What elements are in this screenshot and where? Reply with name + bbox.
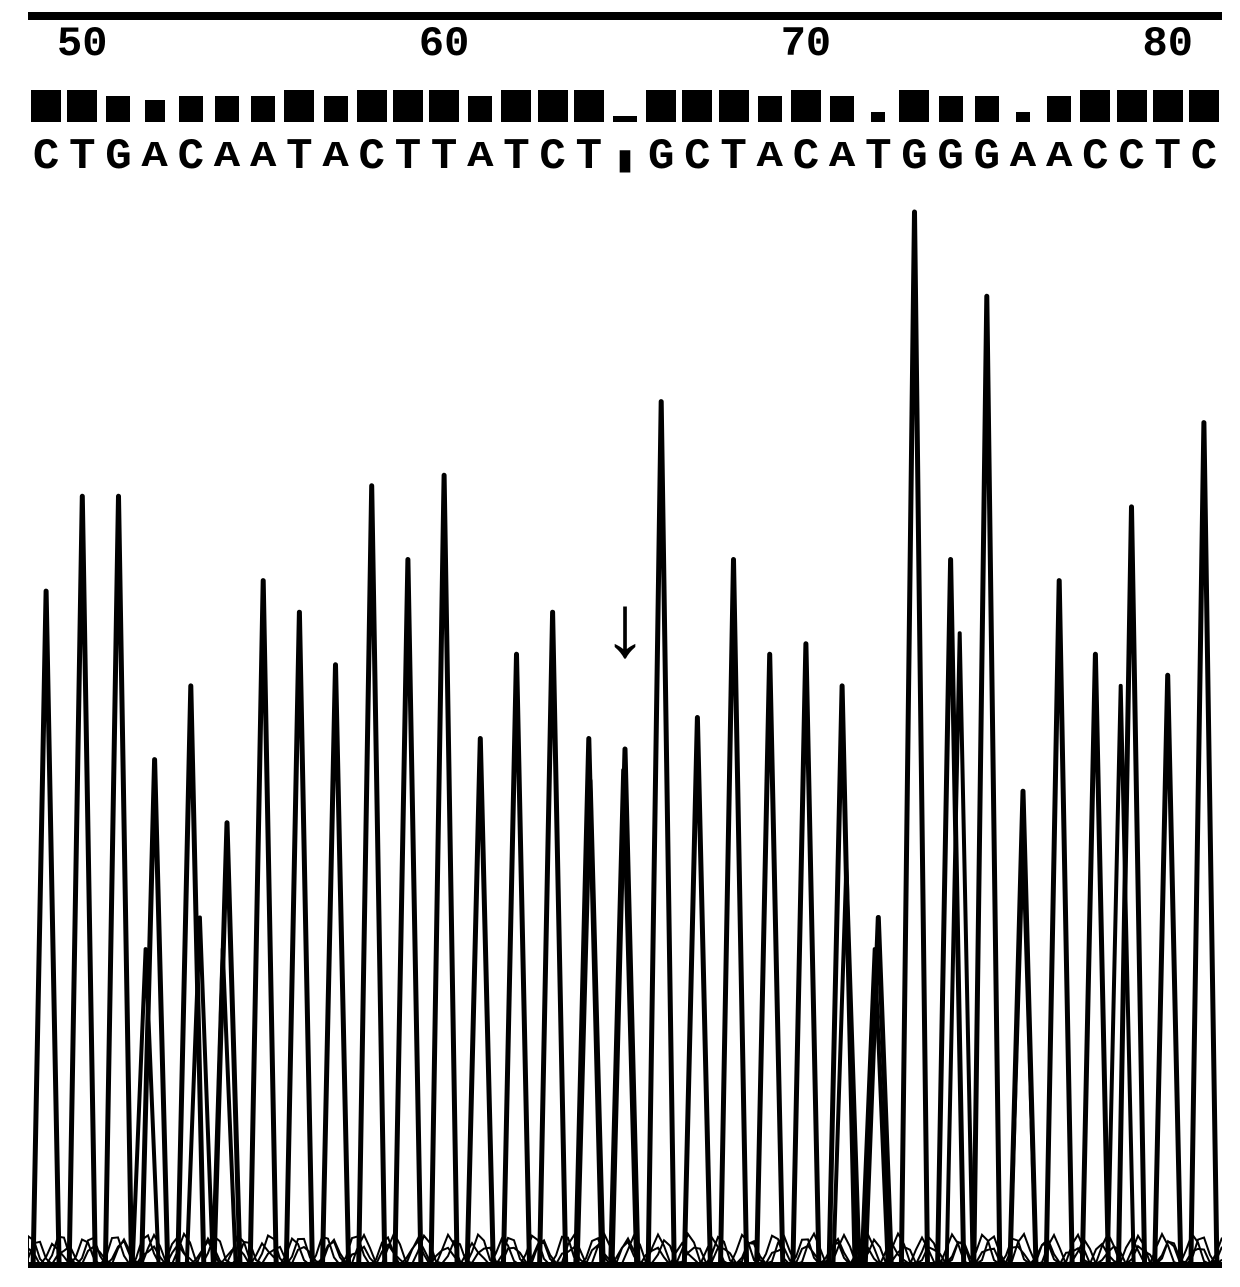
base-call: A xyxy=(829,137,855,178)
base-call: T xyxy=(503,132,529,182)
base-call: G xyxy=(937,132,963,182)
quality-bar xyxy=(1047,96,1071,122)
base-call: T xyxy=(576,132,602,182)
base-call: A xyxy=(141,137,167,178)
quality-bar xyxy=(1016,112,1030,122)
base-call: A xyxy=(1046,137,1072,178)
secondary-trace xyxy=(28,633,1222,1265)
quality-bar xyxy=(758,96,782,122)
base-call: C xyxy=(539,132,565,182)
position-tick: 60 xyxy=(419,20,469,68)
base-call: T xyxy=(286,132,312,182)
quality-bar xyxy=(429,90,459,122)
trace-plot xyxy=(28,200,1222,1269)
base-call: T xyxy=(395,132,421,182)
base-call: A xyxy=(322,137,348,178)
quality-bar xyxy=(975,96,999,122)
quality-bar xyxy=(179,96,203,122)
base-call: C xyxy=(793,132,819,182)
quality-bar xyxy=(145,100,165,122)
quality-bar xyxy=(939,96,963,122)
base-call: G xyxy=(105,132,131,182)
position-tick: 50 xyxy=(57,20,107,68)
base-call: ▮ xyxy=(614,136,637,183)
trace-svg xyxy=(28,200,1222,1269)
quality-bar-row xyxy=(28,82,1222,122)
quality-bar xyxy=(1117,90,1147,122)
quality-bar xyxy=(357,90,387,122)
base-call: G xyxy=(648,132,674,182)
quality-bar xyxy=(899,90,929,122)
base-call: C xyxy=(1082,132,1108,182)
quality-bar xyxy=(791,90,821,122)
quality-bar xyxy=(830,96,854,122)
base-call: G xyxy=(901,132,927,182)
quality-bar xyxy=(871,112,885,122)
quality-bar xyxy=(501,90,531,122)
quality-bar xyxy=(468,96,492,122)
quality-bar xyxy=(613,116,637,122)
quality-bar xyxy=(574,90,604,122)
base-call: T xyxy=(720,132,746,182)
base-call: A xyxy=(250,137,276,178)
base-call: G xyxy=(974,132,1000,182)
quality-bar xyxy=(682,90,712,122)
position-tick: 80 xyxy=(1143,20,1193,68)
quality-bar xyxy=(251,96,275,122)
base-call: A xyxy=(757,137,783,178)
quality-bar xyxy=(646,90,676,122)
quality-bar xyxy=(106,96,130,122)
base-call: C xyxy=(178,132,204,182)
quality-bar xyxy=(1153,90,1183,122)
base-call: C xyxy=(1118,132,1144,182)
position-tick: 70 xyxy=(781,20,831,68)
top-rule xyxy=(28,12,1222,20)
sequence-row: CTGACAATACTTATCT▮GCTACATGGGAACCTC xyxy=(28,132,1222,192)
quality-bar xyxy=(719,90,749,122)
base-call: A xyxy=(214,137,240,178)
base-call: T xyxy=(1155,132,1181,182)
base-call: C xyxy=(1191,132,1217,182)
base-call: C xyxy=(684,132,710,182)
base-call: T xyxy=(431,132,457,182)
base-call: A xyxy=(467,137,493,178)
chromatogram-figure: 50607080 CTGACAATACTTATCT▮GCTACATGGGAACC… xyxy=(0,0,1240,1287)
quality-bar xyxy=(1080,90,1110,122)
base-call: A xyxy=(1010,137,1036,178)
quality-bar xyxy=(538,90,568,122)
quality-bar xyxy=(215,96,239,122)
quality-bar xyxy=(324,96,348,122)
quality-bar xyxy=(1189,90,1219,122)
base-call: C xyxy=(359,132,385,182)
quality-bar xyxy=(31,90,61,122)
base-call: C xyxy=(33,132,59,182)
quality-bar xyxy=(67,90,97,122)
quality-bar xyxy=(393,90,423,122)
quality-bar xyxy=(284,90,314,122)
base-call: T xyxy=(69,132,95,182)
base-call: T xyxy=(865,132,891,182)
